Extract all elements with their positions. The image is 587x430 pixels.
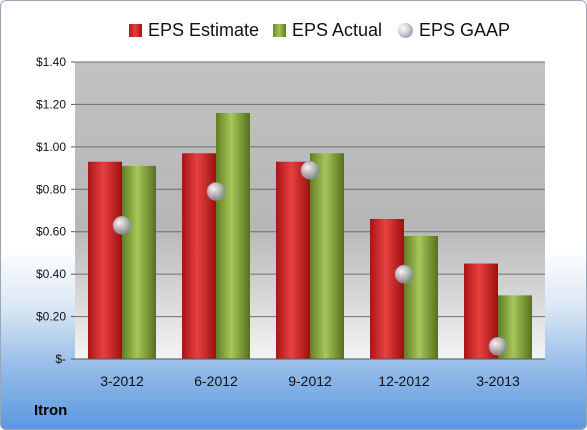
y-tick-label: $1.20 xyxy=(36,97,66,111)
marker-eps-gaap-12-2012 xyxy=(394,264,414,284)
legend-item-eps-actual: EPS Actual xyxy=(273,18,382,42)
y-tick-label: $0.80 xyxy=(36,182,66,196)
bar-eps-estimate-12-2012 xyxy=(370,218,404,359)
y-tick-label: $1.40 xyxy=(36,55,66,69)
x-tick-label: 9-2012 xyxy=(288,373,332,389)
marker-eps-gaap-3-2013 xyxy=(488,336,508,356)
bar-eps-actual-9-2012 xyxy=(310,153,344,359)
marker-eps-gaap-3-2012 xyxy=(112,216,132,235)
legend-label-eps-estimate: EPS Estimate xyxy=(148,19,260,40)
brand-label: Itron xyxy=(34,402,68,419)
y-tick-label: $0.60 xyxy=(36,225,66,239)
legend-swatch-eps-gaap xyxy=(398,22,413,38)
x-tick-label: 3-2013 xyxy=(476,373,520,389)
marker-eps-gaap-6-2012 xyxy=(206,182,226,201)
bar-eps-estimate-9-2012 xyxy=(276,161,310,359)
legend-swatch-eps-actual xyxy=(273,23,286,37)
legend-item-eps-gaap: EPS GAAP xyxy=(398,18,510,42)
marker-eps-gaap-9-2012 xyxy=(300,160,320,180)
y-tick-label: $0.40 xyxy=(36,267,66,281)
x-tick-label: 12-2012 xyxy=(378,373,430,389)
bar-eps-estimate-3-2012 xyxy=(88,161,122,359)
legend: EPS Estimate EPS Actual EPS GAAP xyxy=(1,18,586,42)
bar-eps-actual-3-2012 xyxy=(122,165,156,359)
y-tick-label: $- xyxy=(55,352,66,366)
legend-label-eps-actual: EPS Actual xyxy=(292,19,383,40)
legend-label-eps-gaap: EPS GAAP xyxy=(419,19,511,40)
x-tick-label: 3-2012 xyxy=(100,373,144,389)
legend-item-eps-estimate: EPS Estimate xyxy=(129,18,259,42)
y-tick-label: $1.00 xyxy=(36,140,66,154)
y-tick-label: $0.20 xyxy=(36,310,66,324)
bar-eps-actual-12-2012 xyxy=(404,235,438,359)
x-tick-label: 6-2012 xyxy=(194,373,238,389)
bar-eps-actual-6-2012 xyxy=(216,112,250,360)
legend-swatch-eps-estimate xyxy=(129,23,142,37)
